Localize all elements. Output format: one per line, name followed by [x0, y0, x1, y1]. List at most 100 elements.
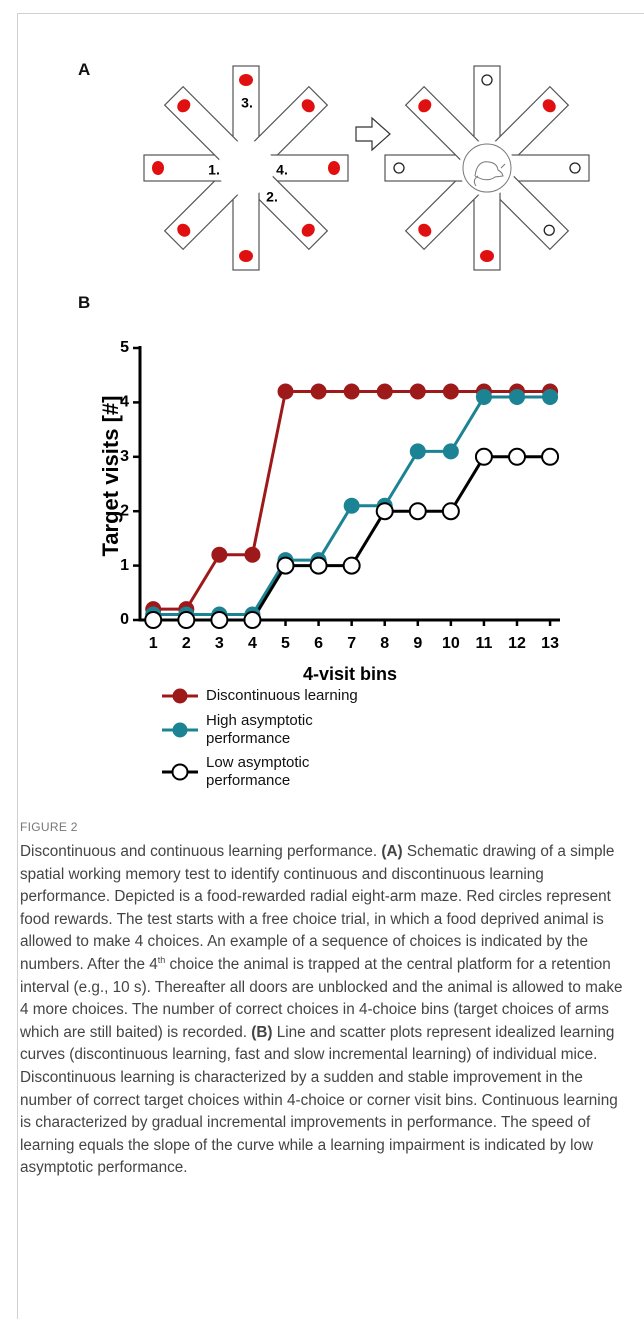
x-tick-label: 10 — [442, 635, 460, 652]
maze — [143, 65, 349, 271]
maze-center — [218, 140, 274, 196]
x-tick-label: 5 — [281, 635, 290, 652]
y-tick-label: 0 — [120, 611, 129, 628]
arm-number: 3. — [241, 95, 253, 111]
x-tick-label: 2 — [182, 635, 191, 652]
legend-label: Low asymptotic performance — [206, 754, 310, 789]
legend-swatch — [162, 763, 198, 781]
food-reward — [301, 223, 315, 237]
food-reward — [480, 250, 494, 262]
rat-icon — [473, 161, 506, 187]
maze-hub — [462, 143, 512, 193]
caption-superscript: th — [157, 954, 166, 965]
legend-marker — [172, 722, 188, 738]
caption-text: Schematic drawing of a simple spatial wo… — [20, 843, 615, 973]
data-point — [375, 502, 394, 521]
data-point — [408, 502, 427, 521]
food-reward — [418, 223, 432, 237]
x-tick-label: 3 — [215, 635, 224, 652]
frame — [17, 13, 644, 14]
data-point — [441, 502, 460, 521]
data-point — [442, 443, 459, 460]
panel-label: B — [78, 293, 91, 312]
data-point — [211, 546, 228, 563]
food-reward — [177, 99, 191, 113]
data-point — [342, 556, 361, 575]
legend-marker — [172, 688, 188, 704]
food-reward — [328, 161, 340, 175]
y-axis-label: Target visits [#] — [98, 396, 123, 557]
data-point — [343, 497, 360, 514]
caption-text: choice the animal is trapped at the cent… — [20, 955, 623, 1041]
caption: Discontinuous and continuous learning pe… — [20, 841, 632, 1180]
data-point — [509, 388, 526, 405]
data-point — [244, 546, 261, 563]
food-reward — [393, 162, 405, 174]
x-tick-label: 7 — [347, 635, 356, 652]
x-tick-label: 4 — [248, 635, 257, 652]
food-reward — [152, 161, 164, 175]
caption-marker: (B) — [251, 1023, 273, 1041]
data-point — [474, 447, 493, 466]
x-tick-label: 12 — [508, 635, 526, 652]
x-tick-label: 13 — [541, 635, 559, 652]
y-tick-label: 1 — [120, 557, 129, 574]
food-reward — [418, 99, 432, 113]
legend-swatch — [162, 688, 198, 704]
food-reward — [542, 99, 556, 113]
arm-number: 2. — [266, 189, 278, 205]
data-point — [409, 383, 426, 400]
data-point — [243, 611, 262, 629]
x-tick-label: 11 — [475, 635, 492, 652]
data-point — [276, 556, 295, 575]
maze-arm — [473, 65, 501, 147]
data-point — [542, 388, 559, 405]
x-tick-label: 8 — [380, 635, 389, 652]
maze-diagram: 1. 2. 3. 4. — [143, 65, 590, 271]
figure-label: FIGURE 2 — [20, 820, 78, 834]
data-point — [475, 388, 492, 405]
data-point — [177, 611, 196, 629]
caption-title: Discontinuous and continuous learning pe… — [20, 843, 378, 860]
legend-label: High asymptotic performance — [206, 712, 313, 747]
series-line — [153, 455, 551, 622]
x-tick-label: 9 — [413, 635, 422, 652]
arm-number: 1. — [208, 162, 220, 178]
food-reward — [239, 74, 253, 86]
data-point — [376, 383, 393, 400]
arm-number: 4. — [276, 162, 288, 178]
y-tick-label: 3 — [120, 448, 129, 465]
data-point — [277, 383, 294, 400]
x-axis-label: 4-visit bins — [303, 664, 397, 684]
data-point — [409, 443, 426, 460]
maze — [384, 65, 590, 271]
arrow — [355, 116, 391, 152]
y-tick-label: 4 — [120, 394, 129, 411]
x-tick-label: 1 — [149, 635, 158, 652]
food-reward — [543, 224, 555, 236]
data-point — [309, 556, 328, 575]
food-reward — [239, 250, 253, 262]
data-point — [144, 611, 163, 629]
food-reward — [569, 162, 581, 174]
caption-marker: (A) — [381, 843, 403, 860]
legend: Discontinuous learning High asymptotic pe… — [160, 686, 358, 796]
data-point — [310, 383, 327, 400]
y-tick-label: 2 — [120, 502, 129, 519]
data-point — [210, 611, 229, 629]
data-point — [541, 447, 560, 466]
food-reward — [301, 99, 315, 113]
legend-label: Discontinuous learning — [206, 687, 358, 704]
frame — [17, 13, 18, 1319]
legend-item: High asymptotic performance — [160, 712, 358, 748]
legend-item: Discontinuous learning — [160, 686, 358, 706]
x-tick-label: 6 — [314, 635, 323, 652]
caption-text: Line and scatter plots represent idealiz… — [20, 1023, 618, 1177]
data-point — [343, 383, 360, 400]
y-tick-label: 5 — [120, 339, 129, 356]
food-reward — [177, 223, 191, 237]
data-point — [508, 447, 527, 466]
legend-marker — [171, 763, 189, 781]
